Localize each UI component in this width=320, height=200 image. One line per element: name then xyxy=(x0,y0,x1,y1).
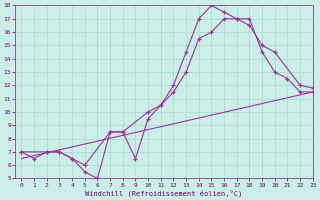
X-axis label: Windchill (Refroidissement éolien,°C): Windchill (Refroidissement éolien,°C) xyxy=(85,189,243,197)
